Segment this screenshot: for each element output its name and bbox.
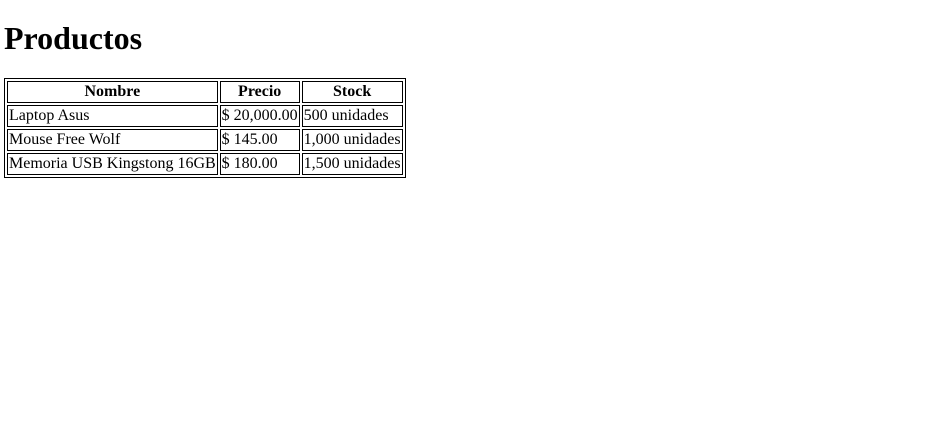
cell-precio: $ 180.00	[219, 153, 300, 175]
table-row: Memoria USB Kingstong 16GB $ 180.00 1,50…	[7, 153, 403, 175]
cell-stock: 1,000 unidades	[301, 129, 403, 151]
table-header-row: Nombre Precio Stock	[7, 81, 403, 103]
cell-nombre: Mouse Free Wolf	[7, 129, 218, 151]
page-title: Productos	[4, 20, 143, 56]
header-stock: Stock	[301, 81, 403, 103]
cell-nombre: Memoria USB Kingstong 16GB	[7, 153, 218, 175]
table-row: Mouse Free Wolf $ 145.00 1,000 unidades	[7, 129, 403, 151]
cell-precio: $ 20,000.00	[219, 105, 300, 127]
cell-stock: 500 unidades	[301, 105, 403, 127]
cell-precio: $ 145.00	[219, 129, 300, 151]
cell-stock: 1,500 unidades	[301, 153, 403, 175]
header-nombre: Nombre	[7, 81, 218, 103]
table-row: Laptop Asus $ 20,000.00 500 unidades	[7, 105, 403, 127]
cell-nombre: Laptop Asus	[7, 105, 218, 127]
products-table: Nombre Precio Stock Laptop Asus $ 20,000…	[4, 78, 406, 178]
header-precio: Precio	[219, 81, 300, 103]
